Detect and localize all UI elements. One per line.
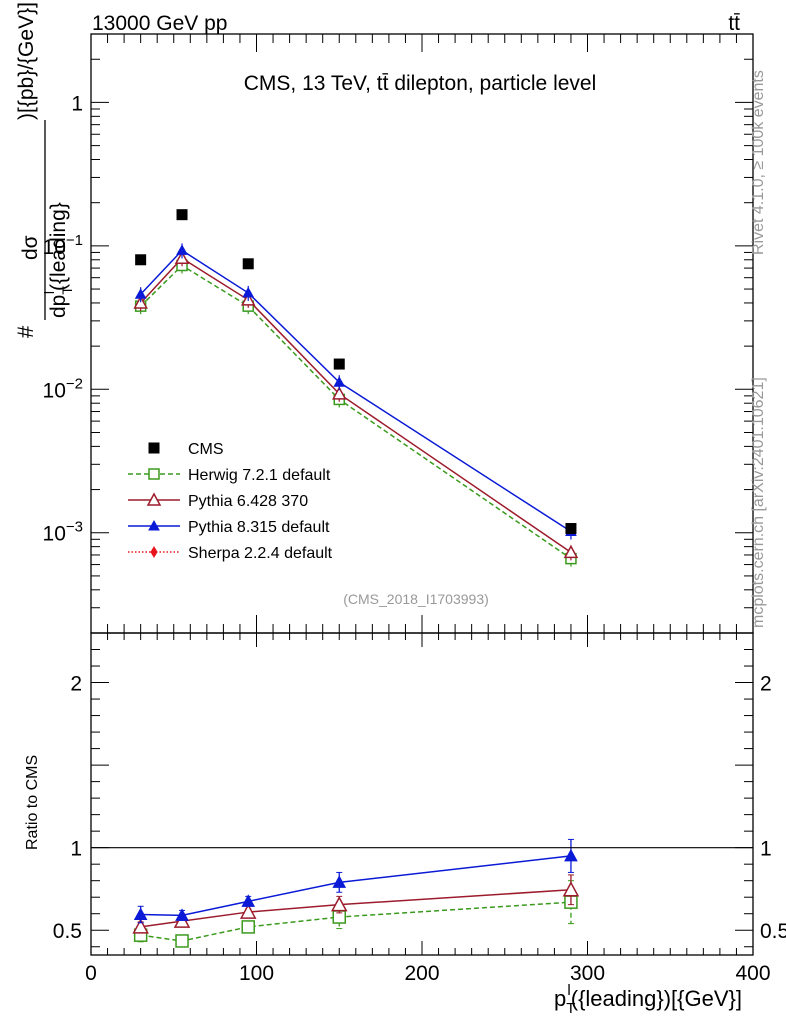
ratio-y-label: Ratio to CMS xyxy=(24,755,41,850)
x-tick-label: 300 xyxy=(570,962,605,985)
ratio-tick-label-right: 1 xyxy=(760,838,772,861)
header-right: tt̄ xyxy=(728,12,740,35)
marker-open-triangle xyxy=(239,903,257,919)
legend-label: Sherpa 2.2.4 default xyxy=(188,545,333,562)
main-series-layer xyxy=(133,209,579,567)
ratio-tick-label-left: 1 xyxy=(70,838,82,861)
marker-open-triangle xyxy=(562,881,580,897)
y-tick-label: 10−2 xyxy=(43,375,83,402)
ratio-tick-label-right: 2 xyxy=(760,673,772,696)
legend: CMS Herwig 7.2.1 default Pythia 6.428 370 P… xyxy=(128,441,333,562)
ratio-tick-label-left: 0.5 xyxy=(53,920,82,943)
series-line xyxy=(140,249,572,533)
marker-filled-square xyxy=(135,254,147,266)
marker-open-triangle xyxy=(330,896,348,912)
x-tick-label: 400 xyxy=(735,962,770,985)
y-label-tail: )[{pb}/{GeV}] xyxy=(15,2,38,120)
legend-label: CMS xyxy=(188,441,224,458)
ratio-line xyxy=(140,901,571,942)
main-y-ticks xyxy=(91,33,753,634)
x-tick-label: 0 xyxy=(85,962,97,985)
x-tick-label: 100 xyxy=(239,962,274,985)
marker-filled-triangle xyxy=(242,286,255,298)
ratio-y-tick-labels: 0.5 0.5 1 1 2 2 xyxy=(53,673,786,944)
marker-open-triangle xyxy=(146,492,162,506)
ratio-tick-label-right: 0.5 xyxy=(760,920,786,943)
y-axis-label: # dσ dpTl({leading} )[{pb}/{GeV}] xyxy=(13,2,75,338)
marker-filled-square xyxy=(242,258,254,270)
main-plot-frame xyxy=(90,33,754,634)
x-axis-label: pTl({leading})[{GeV}] xyxy=(554,982,742,1017)
marker-open-square xyxy=(175,934,189,948)
mcplots-label: mcplots.cern.ch [arXiv:2401.10621] xyxy=(750,377,767,628)
ratio-series-layer xyxy=(132,838,580,948)
marker-filled-triangle xyxy=(241,894,256,907)
y-tick-label: 10−1 xyxy=(43,232,83,259)
marker-open-square xyxy=(148,468,160,480)
marker-filled-square xyxy=(333,358,345,370)
marker-filled-triangle xyxy=(175,908,189,921)
marker-open-square xyxy=(241,920,255,934)
y-tick-label: 1 xyxy=(71,92,83,115)
marker-filled-diamond xyxy=(150,546,158,558)
y-label-denominator: dpTl({leading} xyxy=(41,202,75,318)
chart-title: CMS, 13 TeV, tt̄ dilepton, particle leve… xyxy=(244,72,597,95)
marker-filled-triangle xyxy=(134,288,147,299)
ratio-plot-frame xyxy=(90,632,754,956)
marker-open-triangle xyxy=(331,386,347,400)
legend-label: Pythia 6.428 370 xyxy=(188,493,308,510)
marker-filled-triangle xyxy=(133,907,148,921)
marker-open-triangle xyxy=(132,918,149,934)
marker-filled-triangle xyxy=(564,848,578,862)
x-tick-labels: 0 100 200 300 400 xyxy=(85,962,770,985)
ratio-tick-label-left: 2 xyxy=(70,673,82,696)
y-label-numerator: dσ xyxy=(19,235,42,260)
marker-filled-triangle xyxy=(148,519,160,531)
marker-filled-triangle xyxy=(332,875,347,888)
y-label-prefix: # xyxy=(13,325,38,338)
x-tick-label: 200 xyxy=(404,962,439,985)
y-tick-label: 10−3 xyxy=(43,519,83,546)
marker-filled-square xyxy=(565,523,577,535)
marker-filled-triangle xyxy=(176,244,188,255)
marker-filled-square xyxy=(176,209,188,221)
rivet-label: Rivet 4.1.0, ≥ 100k events xyxy=(750,70,767,255)
analysis-tag: (CMS_2018_I1703993) xyxy=(343,591,489,607)
x-ticks xyxy=(90,34,754,955)
marker-filled-triangle xyxy=(333,376,346,387)
legend-label: Herwig 7.2.1 default xyxy=(188,467,331,484)
marker-open-triangle xyxy=(563,544,579,559)
legend-label: Pythia 8.315 default xyxy=(188,519,330,536)
main-y-tick-labels: 1 10−1 10−2 10−3 xyxy=(43,92,83,545)
marker-open-triangle xyxy=(133,295,148,309)
series-line xyxy=(140,264,572,560)
ratio-line xyxy=(140,889,571,928)
marker-filled-square xyxy=(148,442,160,454)
header-left: 13000 GeV pp xyxy=(92,12,227,35)
